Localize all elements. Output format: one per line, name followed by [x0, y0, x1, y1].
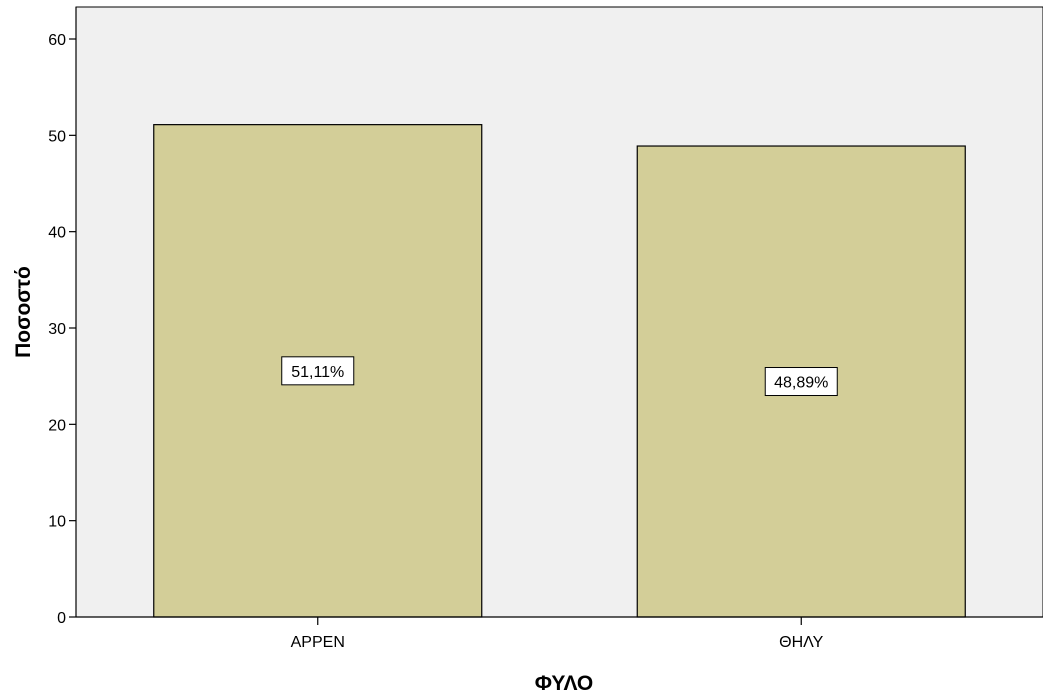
y-tick-label: 10	[48, 514, 66, 531]
data-label: 48,89%	[774, 375, 828, 392]
x-axis-ticks: ΑΡΡΕΝ ΘΗΛΥ	[291, 617, 824, 651]
y-axis-ticks: 0 10 20 30 40 50 60	[48, 32, 76, 627]
x-axis-title: ΦΥΛΟ	[535, 672, 594, 695]
data-labels-layer: 51,11% 48,89%	[281, 356, 838, 397]
y-tick-label: 40	[48, 225, 66, 242]
data-label-box	[764, 367, 838, 397]
x-tick-label: ΘΗΛΥ	[779, 634, 824, 651]
y-tick-label: 30	[48, 321, 66, 338]
y-tick-label: 50	[48, 128, 66, 145]
y-tick-label: 60	[48, 32, 66, 49]
y-axis-title: Ποσοστό	[12, 266, 35, 358]
x-tick-label: ΑΡΡΕΝ	[291, 634, 345, 651]
data-label: 51,11%	[291, 364, 344, 381]
data-label-box	[281, 356, 355, 386]
y-tick-label: 20	[48, 417, 66, 434]
y-tick-label: 0	[57, 610, 66, 627]
